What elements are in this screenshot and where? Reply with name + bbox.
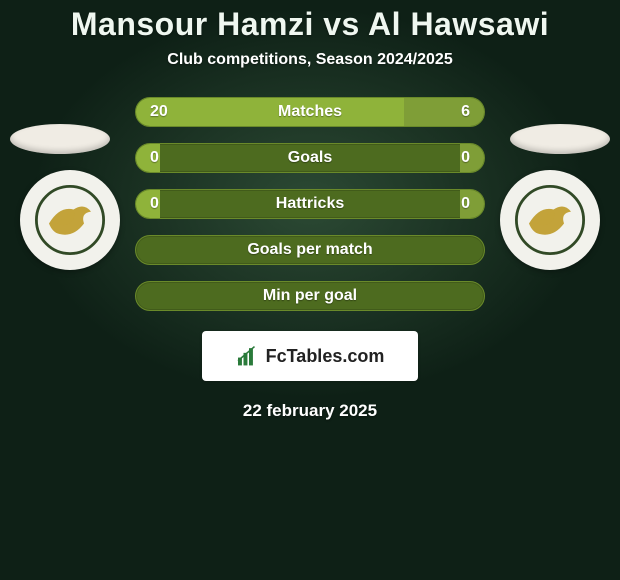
stat-bar-left (136, 98, 404, 126)
stat-value-left: 0 (150, 195, 159, 213)
stat-label: Min per goal (263, 287, 357, 305)
stat-label: Hattricks (276, 195, 344, 213)
stat-row: Matches 20 6 (135, 97, 485, 127)
page-title: Mansour Hamzi vs Al Hawsawi (71, 6, 549, 43)
comparison-date: 22 february 2025 (243, 401, 377, 421)
comparison-rows: Matches 20 6 Goals 0 0 Hattricks 0 0 Goals per ma… (0, 97, 620, 311)
stat-label: Goals (288, 149, 332, 167)
stat-value-left: 20 (150, 103, 168, 121)
stat-value-right: 0 (461, 195, 470, 213)
stat-value-right: 6 (461, 103, 470, 121)
stat-row: Goals per match (135, 235, 485, 265)
page-subtitle: Club competitions, Season 2024/2025 (167, 51, 452, 69)
content: Mansour Hamzi vs Al Hawsawi Club competi… (0, 0, 620, 580)
comparison-wrap: Matches 20 6 Goals 0 0 Hattricks 0 0 Goals per ma… (0, 97, 620, 311)
stat-label: Goals per match (247, 241, 372, 259)
stat-row: Goals 0 0 (135, 143, 485, 173)
site-logo: FcTables.com (202, 331, 418, 381)
stat-value-right: 0 (461, 149, 470, 167)
stat-row: Min per goal (135, 281, 485, 311)
chart-bars-icon (236, 345, 262, 367)
stat-label: Matches (278, 103, 342, 121)
stat-bar-right (404, 98, 484, 126)
site-logo-text: FcTables.com (266, 346, 385, 367)
stat-value-left: 0 (150, 149, 159, 167)
stat-row: Hattricks 0 0 (135, 189, 485, 219)
